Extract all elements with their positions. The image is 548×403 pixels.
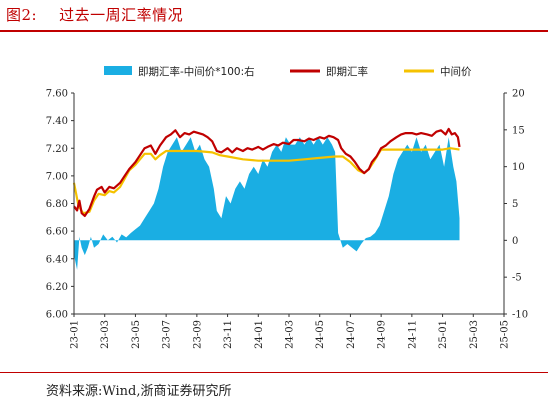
source-note: 资料来源:Wind,浙商证券研究所 [46, 384, 232, 399]
right-tick-label: 10 [512, 162, 525, 173]
left-tick-label: 7.40 [46, 116, 68, 127]
legend: 即期汇率-中间价*100:右 即期汇率 中间价 [104, 65, 472, 78]
figure-title-text: 过去一周汇率情况 [59, 6, 184, 24]
exchange-rate-chart: 即期汇率-中间价*100:右 即期汇率 中间价 7.60 7.40 7.20 7.00… [46, 65, 528, 349]
x-tick-label: 23-07 [162, 320, 173, 349]
x-tick-label: 23-11 [223, 320, 234, 349]
x-tick-label: 24-11 [407, 320, 418, 349]
x-tick-label: 23-03 [100, 320, 111, 349]
x-tick-label: 25-03 [469, 320, 480, 349]
footer-rule [0, 372, 548, 373]
x-tick-label: 24-03 [285, 320, 296, 349]
axes: 7.60 7.40 7.20 7.00 6.80 6.60 6.40 6.20 6.00 20 15… [46, 89, 528, 349]
spread-area [74, 137, 460, 270]
right-tick-label: 5 [512, 199, 518, 210]
x-tick-label: 23-09 [192, 320, 203, 349]
left-tick-label: 6.00 [46, 310, 68, 321]
left-tick-label: 7.60 [46, 89, 68, 100]
figure-label: 图2: [6, 6, 38, 24]
x-tick-label: 24-07 [346, 320, 357, 349]
x-tick-label: 23-05 [131, 320, 142, 349]
left-tick-label: 7.20 [46, 144, 68, 155]
left-tick-label: 7.00 [46, 171, 68, 182]
x-tick-label: 23-01 [70, 320, 81, 349]
figure-title: 图2: 过去一周汇率情况 [6, 4, 183, 25]
right-tick-label: 20 [512, 89, 525, 100]
plot-area [72, 127, 461, 270]
x-tick-label: 25-05 [500, 320, 511, 349]
left-tick-label: 6.40 [46, 254, 68, 265]
left-tick-label: 6.80 [46, 199, 68, 210]
spot-rate-line [73, 127, 461, 217]
left-tick-label: 6.60 [46, 227, 68, 238]
right-tick-label: -10 [512, 310, 528, 321]
left-tick-label: 6.20 [46, 282, 68, 293]
right-tick-label: -5 [512, 273, 522, 284]
right-tick-label: 15 [512, 125, 525, 136]
right-tick-label: 0 [512, 236, 518, 247]
legend-label-spot: 即期汇率 [326, 65, 368, 78]
title-rule [0, 30, 548, 32]
x-tick-label: 24-09 [377, 320, 388, 349]
legend-swatch-spread [104, 66, 132, 75]
x-tick-label: 24-01 [254, 320, 265, 349]
x-tick-label: 25-01 [438, 320, 449, 349]
x-tick-label: 24-05 [315, 320, 326, 349]
legend-label-spread: 即期汇率-中间价*100:右 [138, 65, 255, 78]
legend-label-central: 中间价 [440, 65, 472, 78]
